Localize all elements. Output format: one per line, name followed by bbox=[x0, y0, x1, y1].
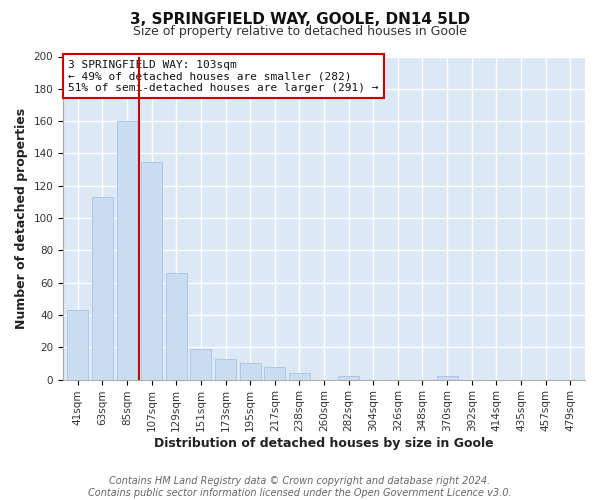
Bar bbox=[116, 121, 137, 380]
Bar bbox=[289, 373, 310, 380]
Bar bbox=[215, 358, 236, 380]
Bar bbox=[437, 376, 458, 380]
Bar bbox=[239, 364, 260, 380]
Bar bbox=[338, 376, 359, 380]
Text: Size of property relative to detached houses in Goole: Size of property relative to detached ho… bbox=[133, 25, 467, 38]
Bar bbox=[166, 273, 187, 380]
X-axis label: Distribution of detached houses by size in Goole: Distribution of detached houses by size … bbox=[154, 437, 494, 450]
Bar bbox=[67, 310, 88, 380]
Bar bbox=[190, 349, 211, 380]
Bar bbox=[92, 197, 113, 380]
Text: Contains HM Land Registry data © Crown copyright and database right 2024.
Contai: Contains HM Land Registry data © Crown c… bbox=[88, 476, 512, 498]
Text: 3 SPRINGFIELD WAY: 103sqm
← 49% of detached houses are smaller (282)
51% of semi: 3 SPRINGFIELD WAY: 103sqm ← 49% of detac… bbox=[68, 60, 379, 93]
Y-axis label: Number of detached properties: Number of detached properties bbox=[15, 108, 28, 328]
Bar bbox=[141, 162, 162, 380]
Text: 3, SPRINGFIELD WAY, GOOLE, DN14 5LD: 3, SPRINGFIELD WAY, GOOLE, DN14 5LD bbox=[130, 12, 470, 28]
Bar bbox=[265, 366, 285, 380]
